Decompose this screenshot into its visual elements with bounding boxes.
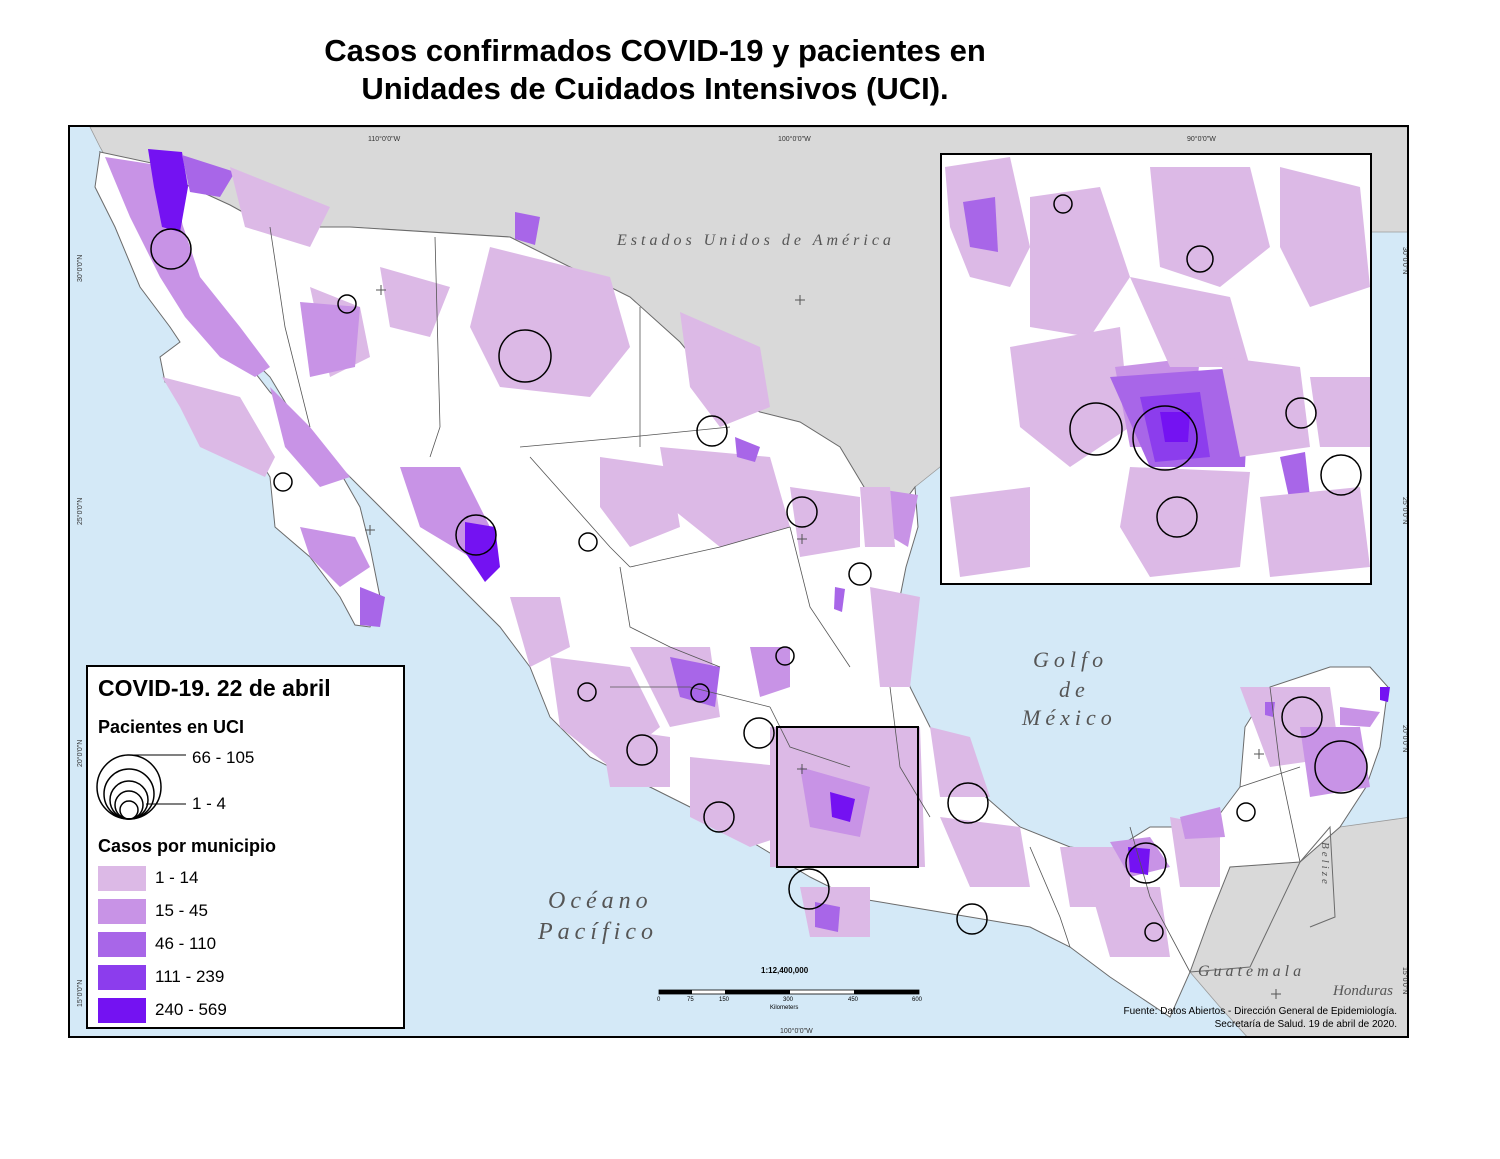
legend-icu-title: Pacientes en UCI (98, 717, 245, 737)
scale-bar: 0 75 150 300 450 600 Kilometers (657, 989, 923, 1011)
icu-circle (1314, 740, 1368, 794)
belize-border (1299, 825, 1336, 928)
state-boundaries (269, 226, 1301, 973)
icu-circle (1144, 922, 1164, 942)
scale-ratio: 1:12,400,000 (761, 966, 809, 975)
icu-circle (947, 782, 989, 824)
map-title-line1: Casos confirmados COVID-19 y pacientes e… (324, 33, 986, 68)
lat-label-30-right: 30°0'0"N (1401, 247, 1409, 274)
guatemala-label: Guatemala (1198, 963, 1305, 980)
icu-circle (703, 801, 735, 833)
legend-class-1: 1 - 14 (155, 868, 199, 887)
pacific-label-2: Pacífico (537, 919, 658, 945)
scale-tick: 150 (719, 997, 730, 1003)
lon-label-bottom: 100°0'0"W (780, 1027, 813, 1035)
legend: COVID-19. 22 de abril Pacientes en UCI 6… (86, 665, 405, 1029)
legend-swatch-4 (98, 965, 146, 990)
source-line-1: Fuente: Datos Abiertos - Dirección Gener… (1123, 1006, 1397, 1017)
icu-circle (788, 868, 830, 910)
legend-class-5: 240 - 569 (155, 1000, 227, 1019)
lat-label-25-right: 25°0'0"N (1401, 497, 1409, 524)
legend-icu-circles (96, 754, 186, 820)
legend-class-4: 111 - 239 (155, 967, 225, 986)
usa-label: Estados Unidos de América (616, 232, 895, 249)
icu-circle (626, 734, 658, 766)
icu-circle (848, 562, 872, 586)
lat-label-15-right: 15°0'0"N (1401, 967, 1409, 994)
legend-cases-title: Casos por municipio (98, 836, 277, 856)
icu-circle (578, 532, 598, 552)
lat-label-20-right: 20°0'0"N (1401, 725, 1409, 752)
icu-circle (1236, 802, 1256, 822)
icu-circles (150, 228, 1368, 942)
choropleth-layer (105, 149, 1390, 957)
icu-circle (150, 228, 192, 270)
legend-icu-max: 66 - 105 (192, 748, 255, 767)
legend-swatch-2 (98, 899, 146, 924)
map-title-line2: Unidades de Cuidados Intensivos (UCI). (361, 71, 949, 106)
legend-swatch-3 (98, 932, 146, 957)
icu-circle (743, 717, 775, 749)
lon-label-110: 110°0'0"W (368, 135, 401, 143)
legend-icu-min: 1 - 4 (192, 794, 227, 813)
icu-circle (775, 646, 795, 666)
scale-tick: 75 (687, 997, 694, 1003)
legend-class-3: 46 - 110 (155, 934, 217, 953)
icu-circle (1156, 496, 1198, 538)
inset-map (940, 153, 1372, 585)
inset-locator-box (776, 726, 919, 868)
icu-circle (786, 496, 818, 528)
icu-circle (1125, 842, 1167, 884)
icu-circle (273, 472, 293, 492)
icu-circle (690, 683, 710, 703)
icu-circle (1132, 405, 1198, 471)
icu-circle (1281, 696, 1323, 738)
gulf-label-2: de (1059, 677, 1090, 702)
legend-class-2: 15 - 45 (155, 901, 208, 920)
legend-swatch-5 (98, 998, 146, 1023)
scale-tick: 300 (783, 997, 794, 1003)
source-line-2: Secretaría de Salud. 19 de abril de 2020… (1214, 1019, 1397, 1030)
belize-label: Belize (1319, 842, 1331, 887)
legend-title: COVID-19. 22 de abril (98, 675, 331, 701)
pacific-label-1: Océano (548, 888, 653, 914)
source-note: Fuente: Datos Abiertos - Dirección Gener… (1124, 1005, 1397, 1031)
icu-circle (577, 682, 597, 702)
legend-swatch-1 (98, 866, 146, 891)
scale-tick: 600 (912, 997, 923, 1003)
guatemala-border (1189, 861, 1301, 973)
gulf-label-3: México (1021, 705, 1117, 730)
icu-circle (1053, 194, 1073, 214)
icu-circle (1186, 245, 1214, 273)
lat-label-20-left: 20°0'0"N (76, 740, 84, 767)
icu-circle (1285, 397, 1317, 429)
icu-circle (498, 329, 552, 383)
lat-label-15-left: 15°0'0"N (76, 980, 84, 1007)
lat-label-25-left: 25°0'0"N (76, 498, 84, 525)
icu-circle (1069, 402, 1123, 456)
scale-unit: Kilometers (770, 1005, 798, 1011)
gulf-label-1: Golfo (1033, 647, 1108, 672)
mexico-land (98, 151, 1389, 1018)
honduras-label: Honduras (1332, 983, 1393, 999)
icu-circle (337, 294, 357, 314)
scale-tick: 450 (848, 997, 859, 1003)
icu-circle (455, 514, 497, 556)
graticule-labels: 110°0'0"W 100°0'0"W 90°0'0"W 100°0'0"W 3… (76, 135, 1409, 1035)
lon-label-90: 90°0'0"W (1187, 135, 1216, 143)
lon-label-100: 100°0'0"W (778, 135, 811, 143)
lat-label-30-left: 30°0'0"N (76, 255, 84, 282)
icu-circle (696, 415, 728, 447)
scale-tick: 0 (657, 997, 661, 1003)
icu-circle (956, 903, 988, 935)
icu-circle (1320, 454, 1362, 496)
